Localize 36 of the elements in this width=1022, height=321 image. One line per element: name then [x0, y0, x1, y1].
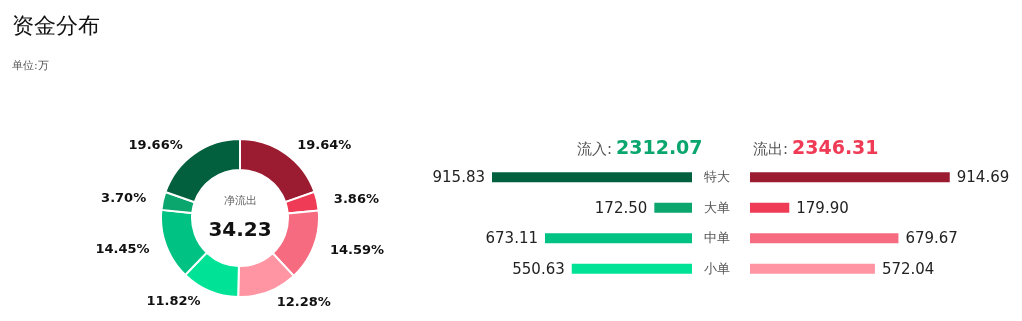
- data-label: 172.50: [594, 198, 648, 217]
- data-label: 673.11: [485, 229, 539, 248]
- text: 34.23: [208, 217, 272, 241]
- chart-title: 资金分布: [12, 13, 100, 38]
- y-tick-label: 大单: [704, 199, 730, 215]
- bar: [654, 202, 692, 213]
- data-label: 572.04: [881, 259, 935, 278]
- data-label: 550.63: [512, 259, 565, 278]
- bar: [545, 233, 692, 244]
- data-label: 11.82%: [146, 293, 201, 309]
- text: 净流出: [223, 194, 257, 207]
- data-label: 3.70%: [101, 190, 147, 206]
- data-label: 12.28%: [276, 294, 331, 310]
- data-label: 915.83: [432, 168, 485, 187]
- bar: [571, 263, 692, 274]
- bar: [750, 233, 899, 244]
- chart-subtitle: 单位:万: [12, 59, 49, 72]
- data-label: 14.59%: [329, 242, 385, 258]
- y-tick-label: 中单: [704, 230, 730, 246]
- data-label: 3.86%: [333, 190, 379, 206]
- bar: [750, 202, 790, 213]
- data-label: 914.69: [956, 168, 1010, 187]
- bar: [750, 263, 875, 274]
- data-label: 679.67: [905, 229, 958, 248]
- text: 2346.31: [792, 136, 879, 158]
- bar: [750, 172, 950, 183]
- text: 2312.07: [616, 136, 703, 158]
- data-label: 19.66%: [128, 136, 183, 152]
- data-label: 14.45%: [95, 240, 150, 256]
- series-label: 流出:: [752, 140, 788, 158]
- data-label: 179.90: [796, 198, 849, 217]
- series-label: 流入:: [576, 140, 612, 158]
- y-tick-label: 特大: [704, 169, 730, 185]
- data-label: 19.64%: [297, 136, 352, 152]
- y-tick-label: 小单: [704, 260, 730, 276]
- bar: [492, 172, 692, 183]
